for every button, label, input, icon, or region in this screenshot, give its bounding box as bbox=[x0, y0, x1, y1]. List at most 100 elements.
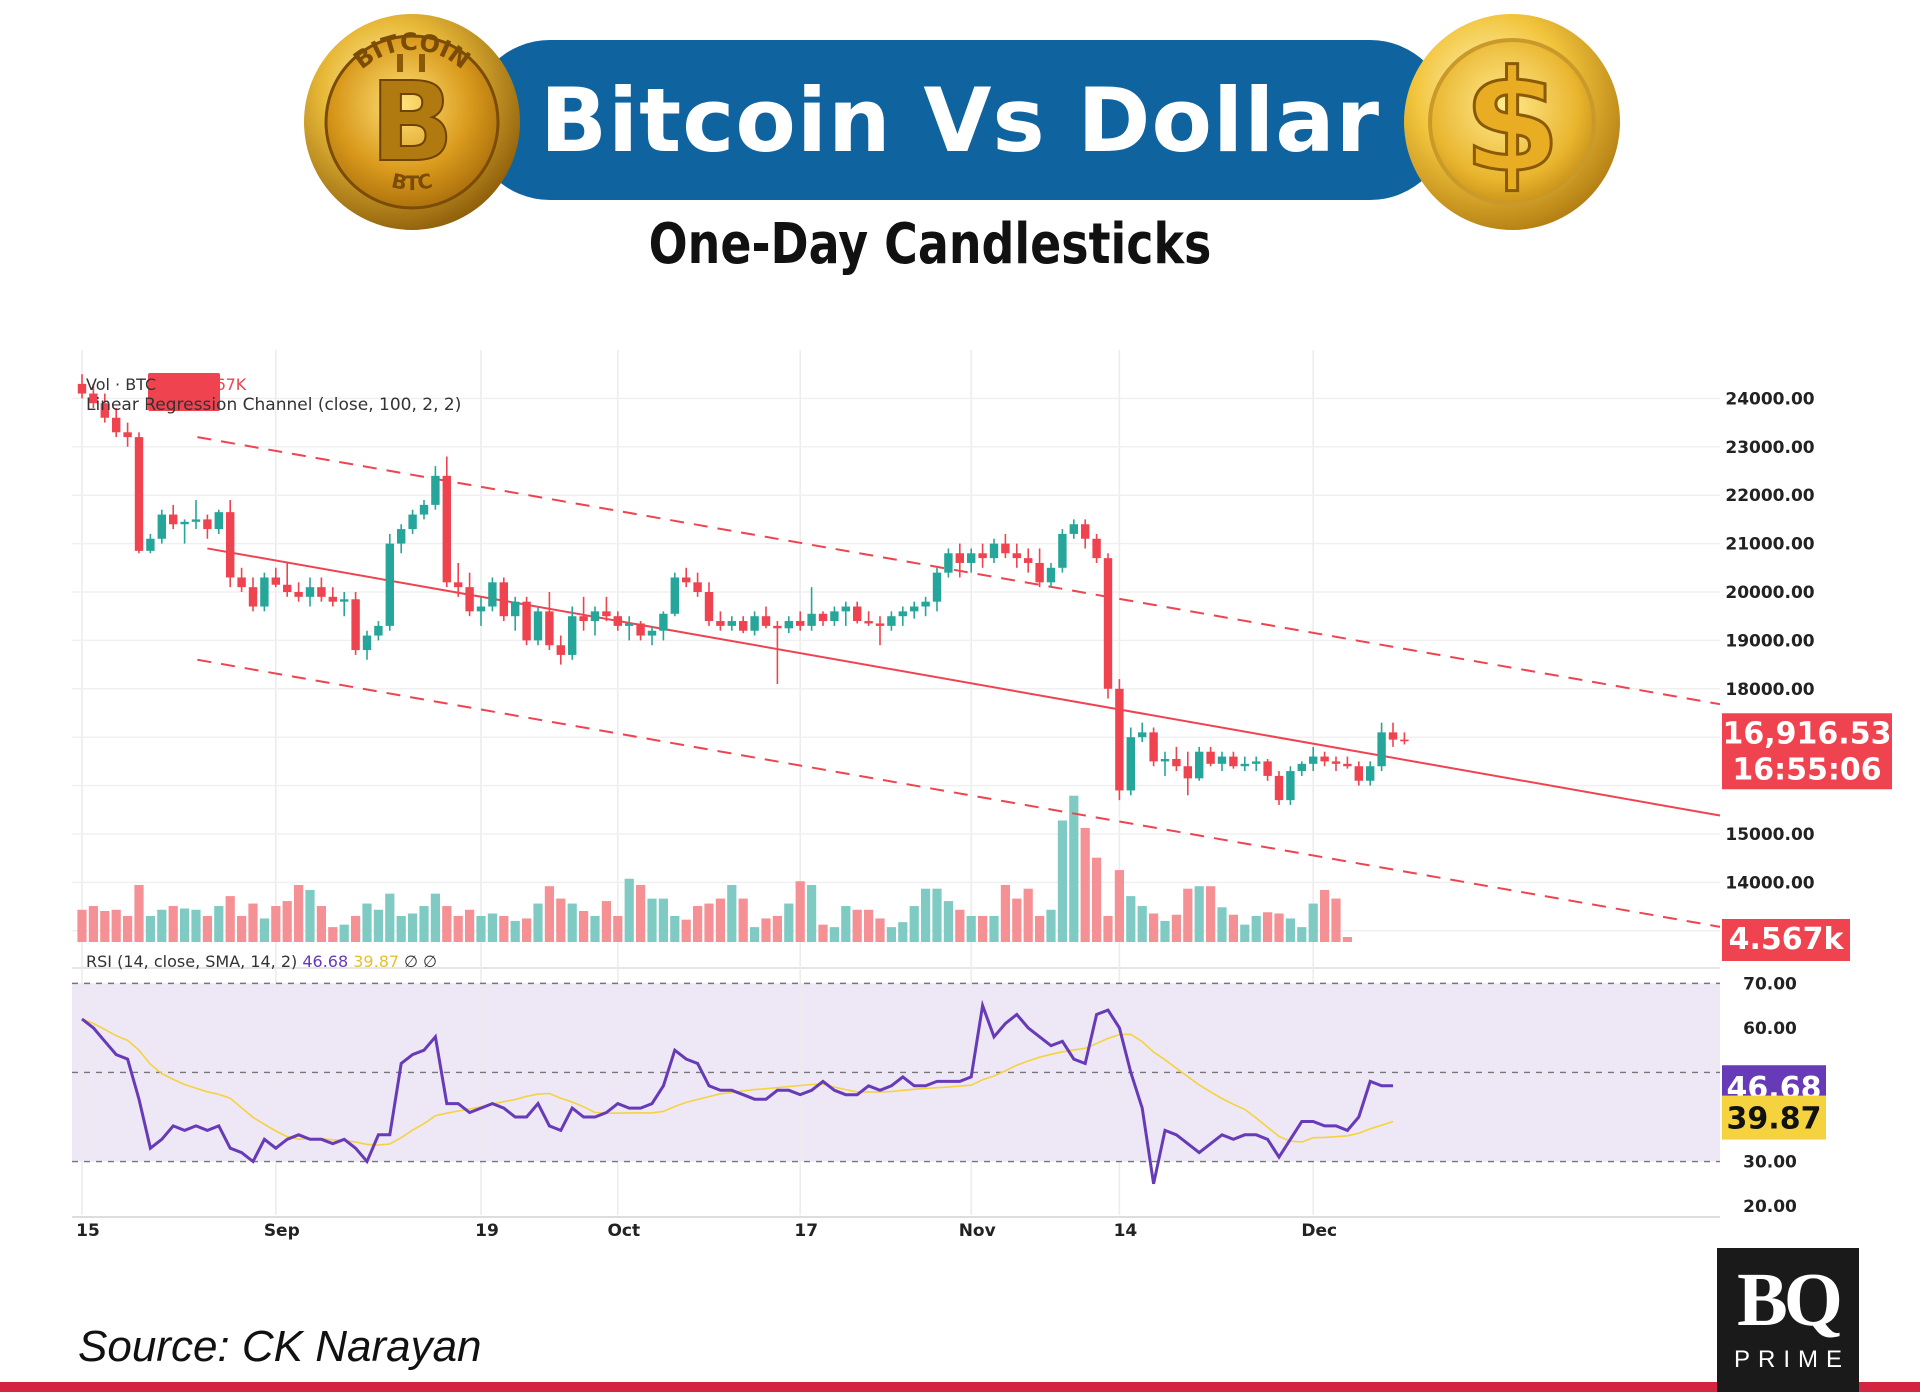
candle bbox=[932, 567, 942, 612]
candle-body bbox=[488, 582, 497, 607]
candle bbox=[864, 611, 873, 626]
candle bbox=[146, 533, 155, 554]
volume-bar bbox=[1263, 912, 1273, 942]
volume-bar bbox=[214, 906, 224, 942]
candle bbox=[1377, 722, 1386, 772]
candle-body bbox=[77, 383, 87, 394]
candle bbox=[1138, 722, 1147, 743]
candle bbox=[237, 567, 246, 592]
candle-body bbox=[157, 514, 166, 539]
candle-body bbox=[659, 613, 668, 631]
candle bbox=[556, 635, 565, 665]
candle-body bbox=[100, 403, 109, 418]
candle-body bbox=[773, 625, 782, 629]
volume-bar bbox=[408, 913, 418, 942]
candle bbox=[522, 596, 531, 646]
candle bbox=[955, 543, 964, 578]
candle-body bbox=[442, 475, 451, 583]
candle bbox=[169, 504, 178, 530]
volume-bar bbox=[1046, 909, 1056, 942]
candle bbox=[670, 572, 679, 617]
legend-flag bbox=[148, 373, 220, 411]
candle-body bbox=[260, 577, 269, 607]
candle-body bbox=[499, 582, 508, 617]
candle bbox=[978, 543, 987, 568]
volume-bar bbox=[921, 888, 931, 942]
title-banner bbox=[470, 40, 1450, 200]
candle-body bbox=[853, 606, 862, 622]
volume-bar bbox=[750, 927, 760, 942]
candle bbox=[1126, 727, 1135, 796]
volume-bar bbox=[932, 888, 942, 942]
volume-bar bbox=[636, 884, 646, 942]
candle-body bbox=[374, 625, 383, 636]
candle bbox=[340, 592, 349, 617]
candle bbox=[841, 601, 850, 626]
candle-body bbox=[1400, 739, 1409, 742]
candle-body bbox=[568, 616, 577, 655]
volume-bar bbox=[248, 903, 258, 942]
candle-body bbox=[1343, 763, 1352, 767]
candle-body bbox=[1388, 732, 1398, 740]
volume-bar bbox=[100, 911, 110, 942]
candle-body bbox=[1274, 775, 1284, 801]
volume-bar bbox=[898, 922, 908, 942]
candle bbox=[442, 456, 451, 588]
candle bbox=[796, 611, 805, 631]
volume-bar bbox=[989, 915, 999, 942]
price-tick: 23000.00 bbox=[1725, 438, 1814, 458]
candle bbox=[1263, 758, 1272, 781]
candle-body bbox=[191, 519, 201, 522]
candle bbox=[271, 567, 280, 588]
logo-sub-text: PRIME bbox=[1733, 1346, 1850, 1373]
candle-body bbox=[408, 514, 417, 530]
volume-bar bbox=[727, 884, 737, 942]
candle bbox=[1297, 761, 1306, 776]
price-tick: 24000.00 bbox=[1725, 389, 1814, 409]
candlesticks bbox=[77, 374, 1409, 805]
candle-body bbox=[579, 616, 588, 622]
candle bbox=[545, 592, 554, 651]
volume-bar bbox=[351, 915, 361, 942]
candle-body bbox=[397, 529, 406, 544]
volume-bar bbox=[316, 906, 326, 942]
candle-body bbox=[1069, 524, 1078, 534]
volume-bar bbox=[943, 901, 953, 942]
volume-bar bbox=[681, 919, 691, 942]
volume-bar bbox=[624, 878, 634, 942]
candle-body bbox=[761, 616, 771, 626]
rsi-line bbox=[81, 999, 1393, 1185]
volume-bar bbox=[339, 924, 349, 942]
candle-body bbox=[294, 592, 303, 597]
candle-body bbox=[1160, 758, 1170, 762]
regression-upper bbox=[197, 436, 1721, 706]
candle-body bbox=[1252, 761, 1261, 764]
candle-body bbox=[1354, 766, 1363, 781]
price-tick: 14000.00 bbox=[1725, 873, 1814, 893]
candle bbox=[157, 509, 166, 544]
candle bbox=[1343, 756, 1352, 769]
volume-bar bbox=[738, 898, 748, 942]
volume-bar bbox=[1274, 913, 1284, 942]
volume-bar bbox=[590, 915, 600, 942]
volume-bar bbox=[180, 908, 190, 942]
candle bbox=[533, 606, 543, 646]
candle-body bbox=[340, 599, 349, 602]
candle bbox=[1274, 771, 1284, 805]
candle bbox=[1035, 548, 1044, 588]
volume-bar bbox=[1000, 884, 1010, 942]
volume-bar bbox=[396, 915, 406, 942]
legend-symbol: Vol · BTC bbox=[86, 375, 156, 394]
candle-body bbox=[1035, 562, 1044, 583]
candle-body bbox=[670, 577, 679, 614]
volume-bar bbox=[77, 909, 87, 942]
candle bbox=[967, 548, 976, 573]
svg-text:BTC: BTC bbox=[389, 168, 434, 195]
candle bbox=[830, 606, 839, 626]
candle-body bbox=[727, 621, 736, 626]
volume-bar bbox=[864, 909, 874, 942]
volume-bar bbox=[111, 909, 121, 942]
candle-body bbox=[1115, 688, 1124, 791]
candle-body bbox=[305, 587, 315, 597]
candle-body bbox=[1183, 766, 1192, 779]
